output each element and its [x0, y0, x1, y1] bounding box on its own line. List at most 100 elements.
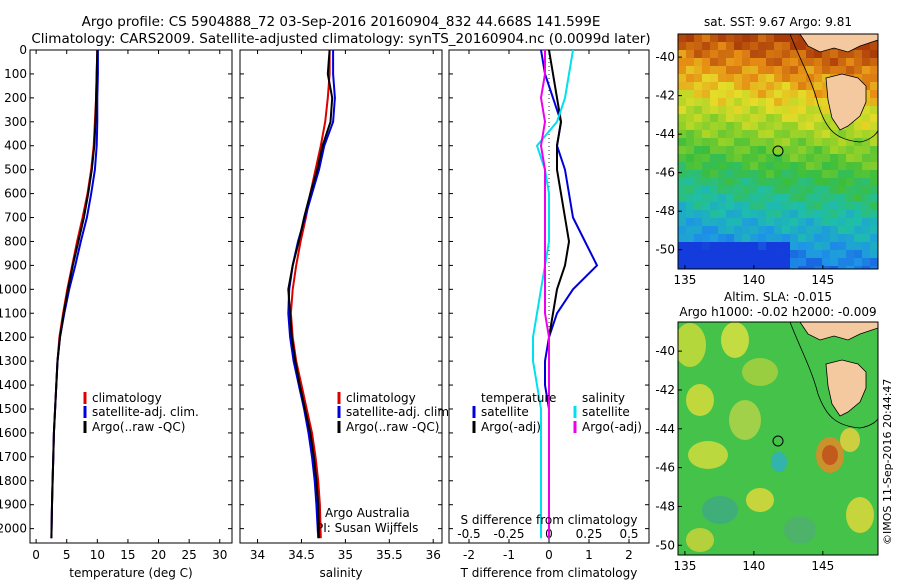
sst-cell — [838, 138, 847, 147]
sst-cell — [822, 186, 831, 195]
sst-cell — [870, 202, 878, 211]
sst-cell — [806, 234, 815, 243]
salinity-x-ticks: 34 34.5 35 35.5 36 — [240, 49, 442, 562]
sst-heatmap-cells — [678, 34, 878, 269]
sst-cell — [870, 250, 878, 259]
sla-map-panel: Altim. SLA: -0.015 Argo h1000: -0.02 h20… — [655, 290, 879, 573]
sst-cell — [734, 34, 743, 43]
sst-cell — [694, 202, 703, 211]
sst-cell — [766, 210, 775, 219]
sst-cell — [774, 234, 783, 243]
sst-cell — [774, 226, 783, 235]
sst-cell — [846, 122, 855, 131]
sst-cell — [790, 50, 799, 59]
sst-cell — [790, 90, 799, 99]
temperature-xlabel: temperature (deg C) — [69, 566, 192, 580]
sst-cell — [838, 194, 847, 203]
sst-cell — [814, 146, 823, 155]
depth-tick-label: 2000 — [0, 522, 27, 536]
sst-cell — [806, 66, 815, 75]
series-line — [50, 49, 99, 539]
sst-cell — [798, 34, 807, 43]
sst-cell — [846, 194, 855, 203]
sst-cell — [686, 154, 695, 163]
sst-cell — [838, 226, 847, 235]
sst-cell — [814, 98, 823, 107]
sst-cell — [798, 194, 807, 203]
sst-cell — [678, 266, 687, 269]
sst-cell — [862, 146, 871, 155]
sst-cell — [782, 162, 791, 171]
sst-cell — [790, 162, 799, 171]
sst-cell — [750, 50, 759, 59]
sst-cell — [766, 178, 775, 187]
sst-cell — [862, 250, 871, 259]
sst-cell — [686, 50, 695, 59]
map-x-tick-label: 140 — [742, 559, 765, 573]
sst-cell — [814, 162, 823, 171]
sst-cell — [846, 178, 855, 187]
sla-anomaly-blob — [784, 516, 816, 544]
sst-cell — [790, 250, 799, 259]
sst-cell — [774, 202, 783, 211]
sst-cell — [806, 114, 815, 123]
x-tick-label: 15 — [120, 548, 135, 562]
legend-label-satellite: satellite-adj. clim. — [92, 405, 199, 419]
sst-cell — [742, 98, 751, 107]
difference-xlabel-top: S difference from climatology — [461, 513, 638, 527]
sst-cell — [710, 226, 719, 235]
sst-cell — [686, 138, 695, 147]
sst-cell — [774, 130, 783, 139]
series-line — [539, 50, 550, 539]
depth-tick-label: 500 — [4, 163, 27, 177]
sst-cell — [798, 66, 807, 75]
sst-cell — [806, 266, 815, 269]
sst-cell — [686, 242, 695, 251]
sst-cell — [814, 258, 823, 267]
sst-cell — [758, 106, 767, 115]
sst-cell — [870, 218, 878, 227]
sst-cell — [758, 66, 767, 75]
sst-cell — [862, 162, 871, 171]
sst-cell — [838, 162, 847, 171]
depth-tick-label: 700 — [4, 211, 27, 225]
sst-cell — [734, 186, 743, 195]
sst-cell — [766, 34, 775, 43]
sst-cell — [750, 210, 759, 219]
legend-heading-salinity: salinity — [582, 391, 625, 405]
sst-cell — [822, 138, 831, 147]
sst-cell — [694, 130, 703, 139]
sst-cell — [790, 66, 799, 75]
sst-cell — [782, 154, 791, 163]
depth-tick-label: 0 — [19, 43, 27, 57]
sst-cell — [830, 122, 839, 131]
sst-cell — [726, 218, 735, 227]
sst-cell — [822, 202, 831, 211]
sst-cell — [870, 210, 878, 219]
sst-cell — [750, 114, 759, 123]
depth-tick-label: 800 — [4, 234, 27, 248]
sst-cell — [710, 50, 719, 59]
sst-cell — [694, 82, 703, 91]
sst-cell — [782, 186, 791, 195]
sst-cell — [678, 66, 687, 75]
sst-cell — [870, 98, 878, 107]
sst-cell — [822, 146, 831, 155]
sst-cell — [702, 258, 711, 267]
sst-cell — [822, 178, 831, 187]
sst-cell — [798, 258, 807, 267]
sst-cell — [766, 242, 775, 251]
sst-cell — [678, 170, 687, 179]
sst-cell — [782, 90, 791, 99]
sst-cell — [782, 74, 791, 83]
sst-cell — [814, 242, 823, 251]
sst-cell — [742, 114, 751, 123]
sst-cell — [718, 42, 727, 51]
sst-cell — [806, 122, 815, 131]
sst-cell — [830, 210, 839, 219]
sst-cell — [718, 138, 727, 147]
sst-cell — [782, 106, 791, 115]
sst-cell — [678, 34, 687, 43]
sst-cell — [686, 42, 695, 51]
sst-cell — [742, 242, 751, 251]
